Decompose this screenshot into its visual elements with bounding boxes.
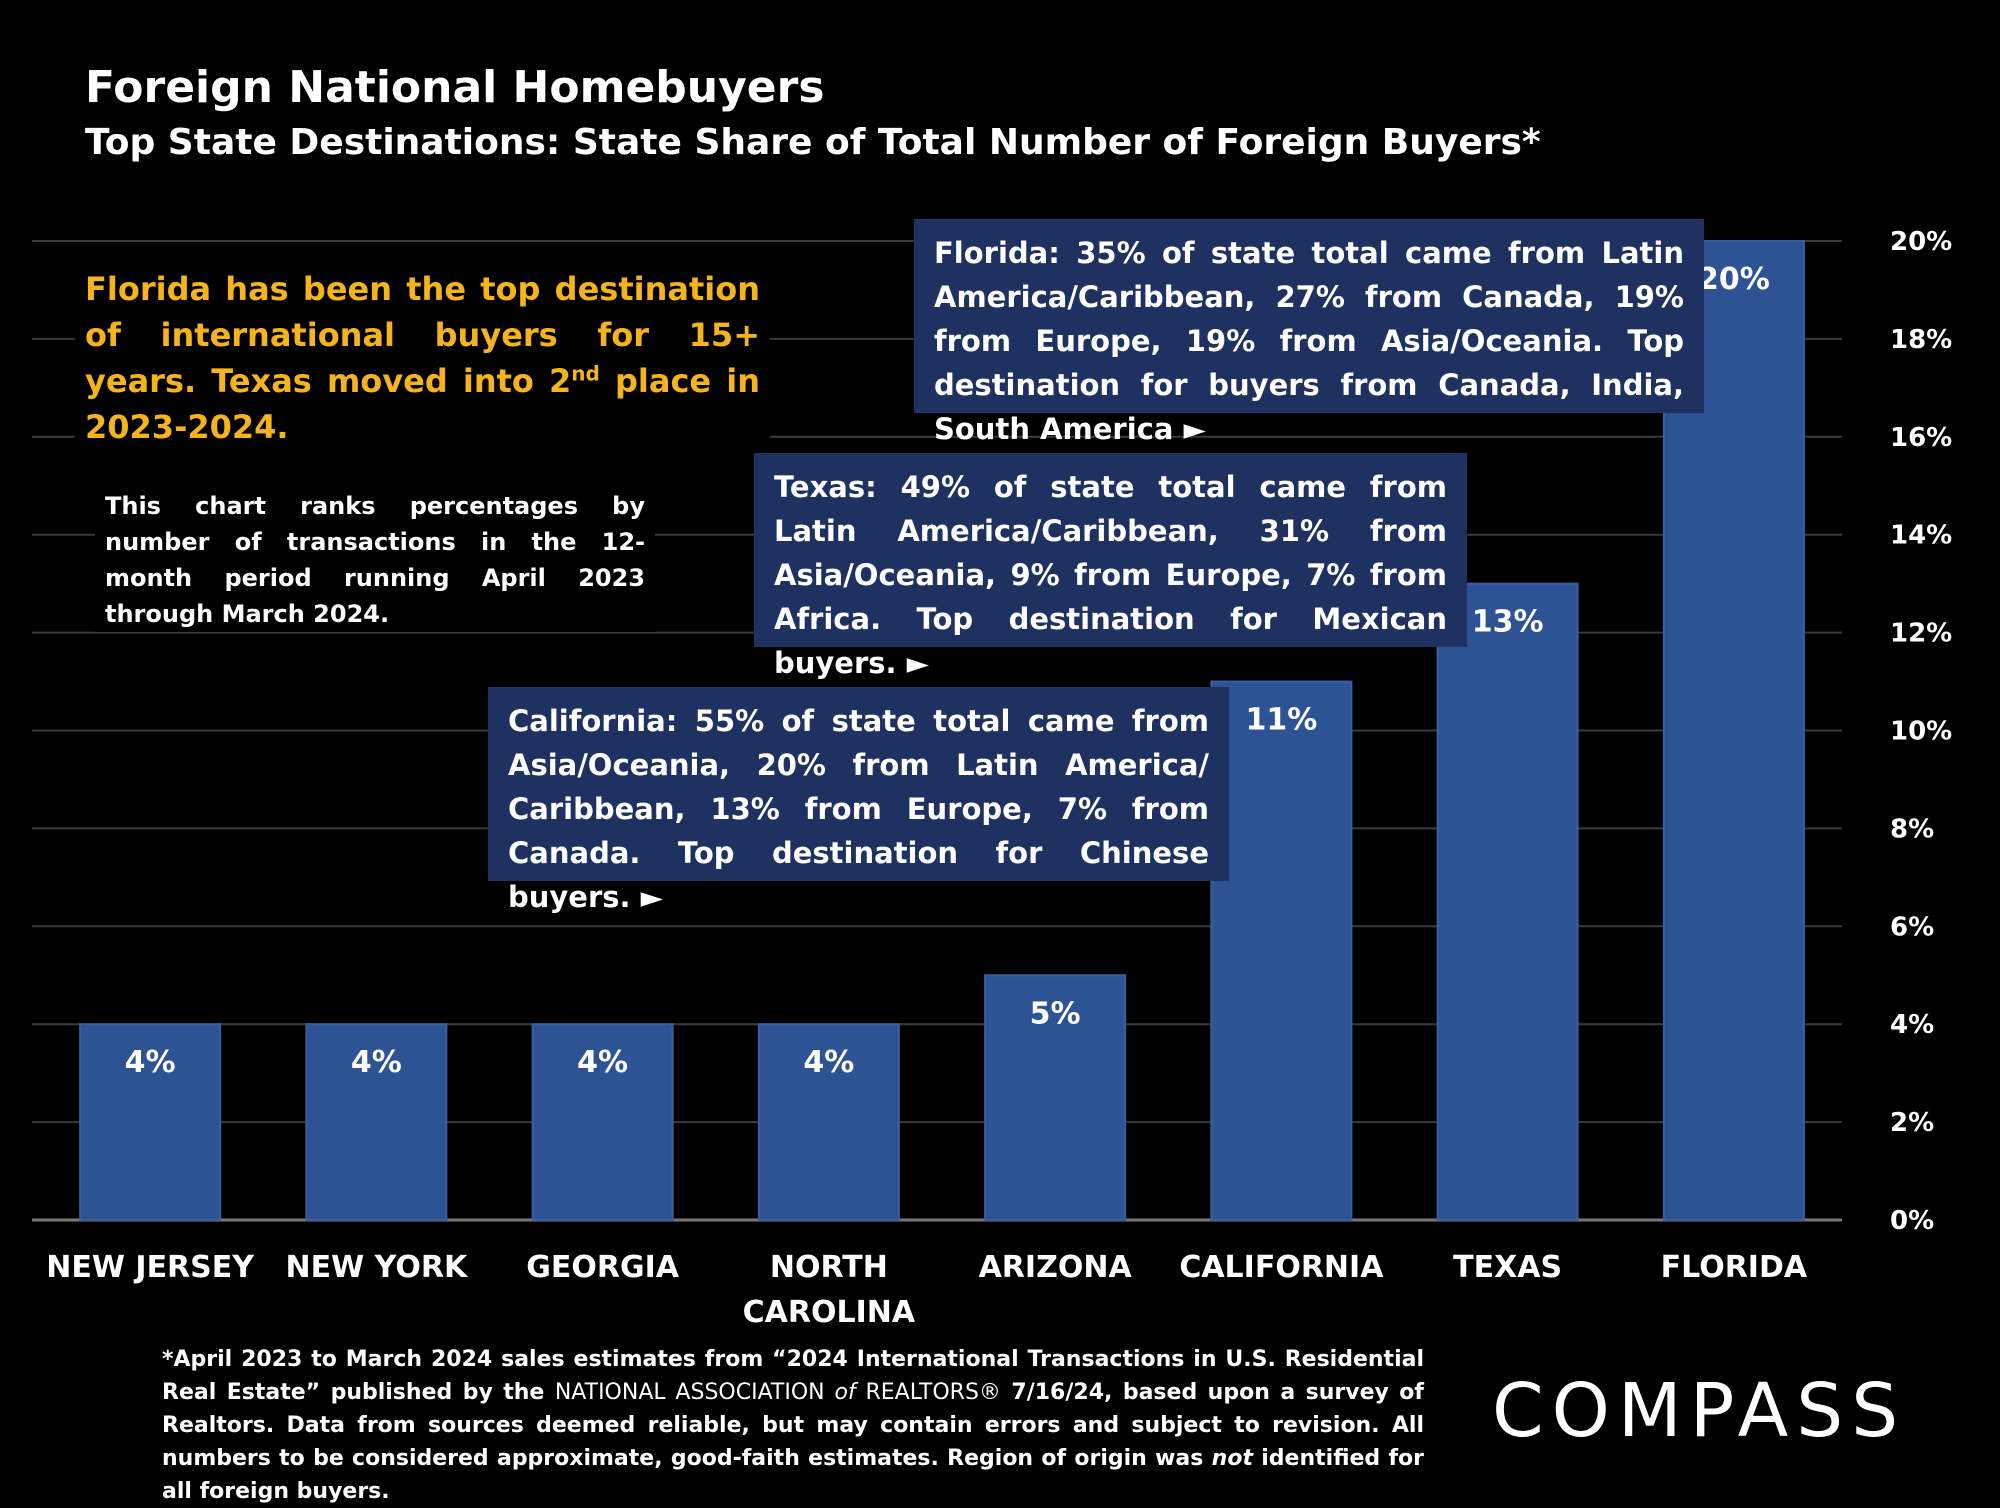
footnote-org1: NATIONAL ASSOCIATION: [554, 1380, 835, 1405]
data-label: 4%: [125, 1045, 176, 1080]
y-tick-label: 18%: [1890, 325, 1952, 355]
y-tick-label: 0%: [1890, 1206, 1934, 1236]
bar: [757, 1023, 900, 1221]
y-tick-label: 20%: [1890, 227, 1952, 257]
x-tick-label: ARIZONA: [979, 1250, 1133, 1285]
bar: [305, 1023, 448, 1221]
y-tick-label: 12%: [1890, 619, 1952, 649]
x-tick-label: NEW JERSEY: [46, 1250, 255, 1285]
data-label: 11%: [1245, 703, 1317, 738]
page-subtitle: Top State Destinations: State Share of T…: [85, 122, 1541, 163]
bar: [79, 1023, 222, 1221]
y-tick-label: 16%: [1890, 423, 1952, 453]
data-label: 5%: [1030, 996, 1081, 1031]
florida-texas-callout: Florida has been the top destination of …: [75, 266, 770, 450]
data-label: 4%: [351, 1045, 402, 1080]
x-tick-label: CAROLINA: [743, 1295, 916, 1330]
compass-logo: COMPASS: [1492, 1368, 1907, 1454]
y-tick-label: 8%: [1890, 814, 1934, 844]
data-label: 4%: [803, 1045, 854, 1080]
footnote-part2: 7/16/24, based upon a survey of Realtors…: [162, 1380, 1424, 1471]
callout-superscript: nd: [571, 361, 600, 386]
texas-info-box: Texas: 49% of state total came from Lati…: [754, 453, 1467, 680]
footnote-org2: REALTORS®: [855, 1380, 1001, 1405]
callout-text-part2: place in 2023-2024.: [85, 362, 760, 446]
x-tick-label: NORTH: [770, 1250, 888, 1285]
page-title: Foreign National Homebuyers: [85, 62, 825, 113]
bar: [1210, 680, 1353, 1221]
x-tick-label: NEW YORK: [286, 1250, 469, 1285]
california-info-box: California: 55% of state total came from…: [488, 687, 1229, 914]
callout-text-part1: Florida has been the top destination of …: [85, 270, 760, 400]
bar: [531, 1023, 674, 1221]
data-label: 20%: [1698, 262, 1770, 297]
y-tick-label: 6%: [1890, 912, 1934, 942]
footnote-part1: *April 2023 to March 2024 sales estimate…: [162, 1347, 1424, 1405]
x-tick-label: CALIFORNIA: [1179, 1250, 1384, 1285]
y-tick-label: 4%: [1890, 1010, 1934, 1040]
data-label: 13%: [1472, 605, 1544, 640]
x-tick-label: GEORGIA: [526, 1250, 680, 1285]
bar: [1436, 582, 1579, 1221]
data-label: 4%: [577, 1045, 628, 1080]
y-tick-label: 10%: [1890, 717, 1952, 747]
footnote-of: of: [834, 1380, 856, 1405]
bar: [984, 974, 1127, 1221]
footnote-not: not: [1211, 1446, 1253, 1471]
y-tick-label: 2%: [1890, 1108, 1934, 1138]
y-tick-label: 14%: [1890, 521, 1952, 551]
x-tick-label: FLORIDA: [1661, 1250, 1808, 1285]
x-tick-label: TEXAS: [1453, 1250, 1562, 1285]
chart-methodology-note: This chart ranks percentages by number o…: [95, 488, 655, 632]
source-footnote: *April 2023 to March 2024 sales estimate…: [162, 1343, 1424, 1508]
florida-info-box: Florida: 35% of state total came from La…: [914, 219, 1704, 446]
